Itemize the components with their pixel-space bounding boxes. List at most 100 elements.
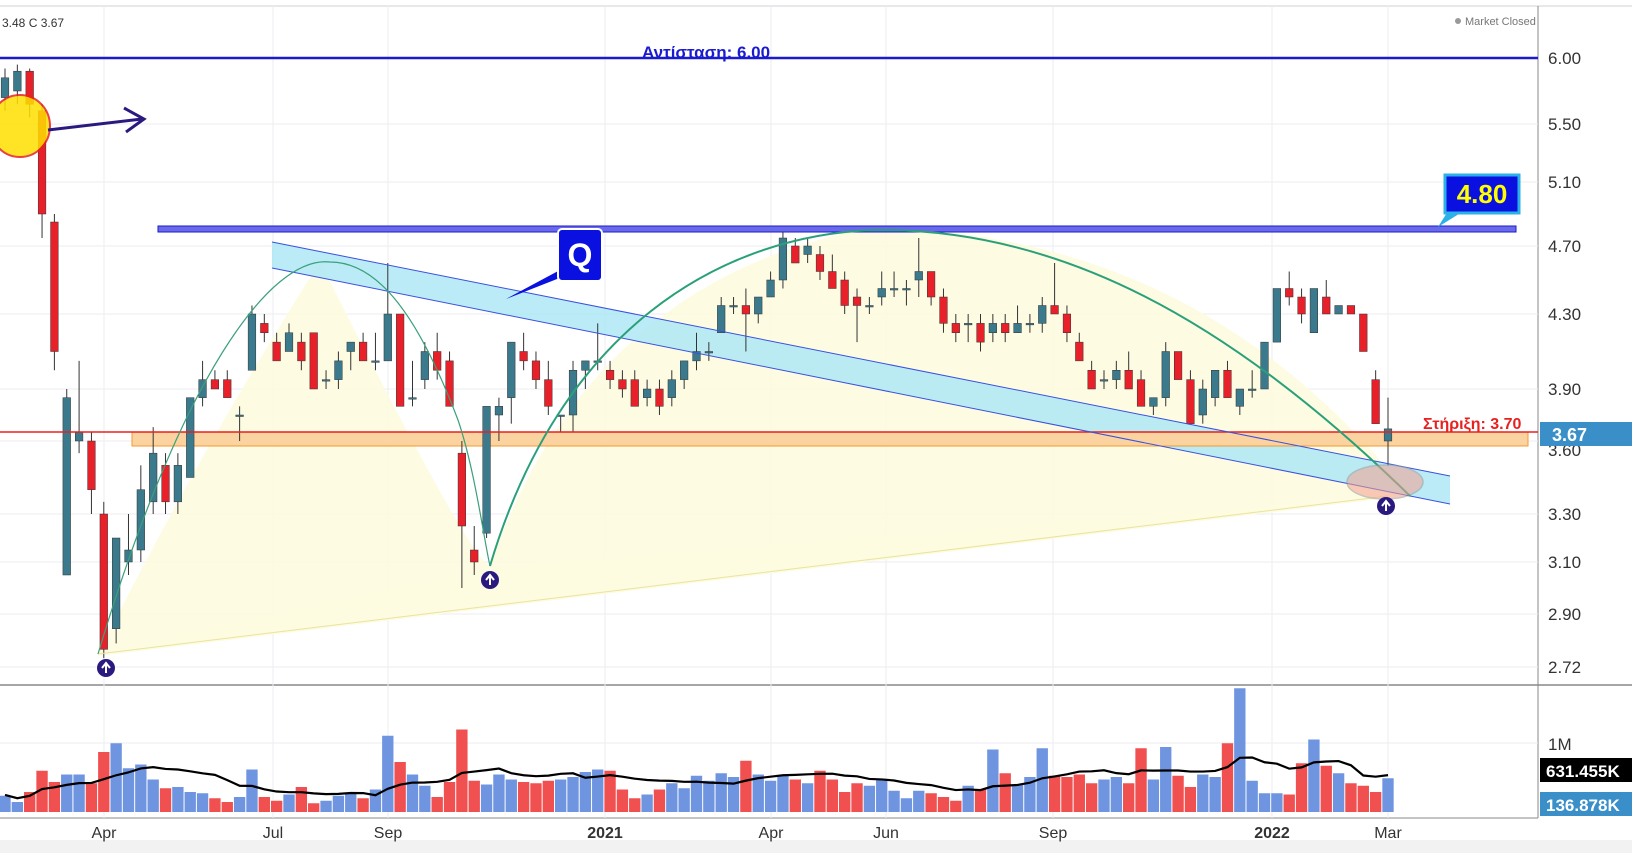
candle-body [717,305,726,333]
candle [1272,288,1281,343]
candle-body [1186,379,1195,424]
ohlc-readout: 3.48 C 3.67 [2,16,64,30]
candle [939,288,948,333]
candle-body [420,351,429,380]
candle-body [1322,296,1331,315]
candle-body [161,465,170,503]
highlight-circle[interactable] [0,94,51,158]
candle [62,389,71,576]
channel-upper-line[interactable] [271,241,1451,477]
volume-bar [888,790,900,812]
pivot-ellipse[interactable] [1346,464,1424,500]
candle-body [865,305,874,308]
candle [260,314,269,343]
volume-bar [1258,793,1271,812]
candle [976,314,985,352]
volume-bar [468,780,480,812]
price-tick-4.30: 4.30 [1548,305,1581,324]
candle [482,406,491,538]
candle-body [1371,379,1380,424]
resistance-label: Αντίσταση: 6.00 [642,43,770,62]
candle-body [1161,351,1170,398]
volume-bar [1011,784,1024,812]
arc-right[interactable] [489,228,1411,567]
volume-bar [616,789,629,812]
highlight-arrow-shaft[interactable] [47,117,143,132]
candle-body [828,271,837,289]
candle [531,351,541,389]
candle-body [605,370,615,380]
volume-bar [85,783,98,812]
volume-bar [950,800,962,812]
volume-bar [406,774,419,812]
volume-bar [1123,783,1135,812]
volume-bar [369,789,382,812]
candle-body [889,288,899,291]
candle [680,360,689,389]
candle-body [1099,379,1109,382]
candle-body [988,323,997,333]
volume-bar [863,785,876,812]
candle-body [1087,370,1096,390]
candle [729,297,738,314]
time-label-apr: Apr [759,825,785,842]
volume-bar [1209,777,1221,812]
candle [754,296,763,324]
candle [865,297,874,314]
volume-bar [1357,785,1369,812]
volume-bar [777,775,789,812]
volume-bar [431,797,443,812]
candle-body [976,323,985,343]
time-label-sep: Sep [374,825,403,842]
candle [1062,305,1072,343]
candle [210,370,219,390]
target-line[interactable] [157,225,1517,233]
candle-body [939,296,948,324]
candle-body [1124,370,1133,390]
candle-body [531,360,541,380]
candle [828,254,837,289]
volume-bar [1271,793,1283,812]
candle-body [840,279,849,306]
volume-bar [653,789,666,812]
candle-body [951,323,960,333]
volume-bar [1369,792,1382,812]
candle-body [186,397,195,478]
candle [1260,341,1269,390]
candle-body [1136,379,1146,407]
candle-body [62,397,71,576]
candle [1371,370,1380,424]
candle [840,271,849,314]
candle [321,370,331,389]
candle [655,379,664,415]
volume-bar [159,788,172,812]
target-badge[interactable]: 4.80 [1438,173,1521,227]
price-tick-3.10: 3.10 [1548,553,1581,572]
q-badge-label: Q [568,237,593,273]
candle [1136,370,1146,407]
candle-body [457,452,466,527]
volume-bar [1036,748,1048,812]
time-label-2021: 2021 [587,825,623,842]
candle [1297,288,1306,324]
arc-left[interactable] [97,261,491,655]
candle [815,246,825,280]
candle [87,432,96,514]
candle [1013,305,1022,333]
volume-bar [110,743,122,812]
volume-ma-line [4,756,1389,800]
volume-bar [703,780,715,812]
q-pattern-badge[interactable]: Q [506,228,603,299]
candle [927,271,936,306]
candle-body [1038,305,1047,324]
candle-body [803,245,812,255]
volume-bar [1135,748,1147,812]
candle [173,453,182,514]
channel-lower-line[interactable] [271,267,1451,505]
candle [1025,314,1034,333]
candle-body [1334,305,1343,315]
volume-bar [1332,773,1345,812]
volume-bar [1221,743,1234,812]
volume-bar [258,797,270,812]
